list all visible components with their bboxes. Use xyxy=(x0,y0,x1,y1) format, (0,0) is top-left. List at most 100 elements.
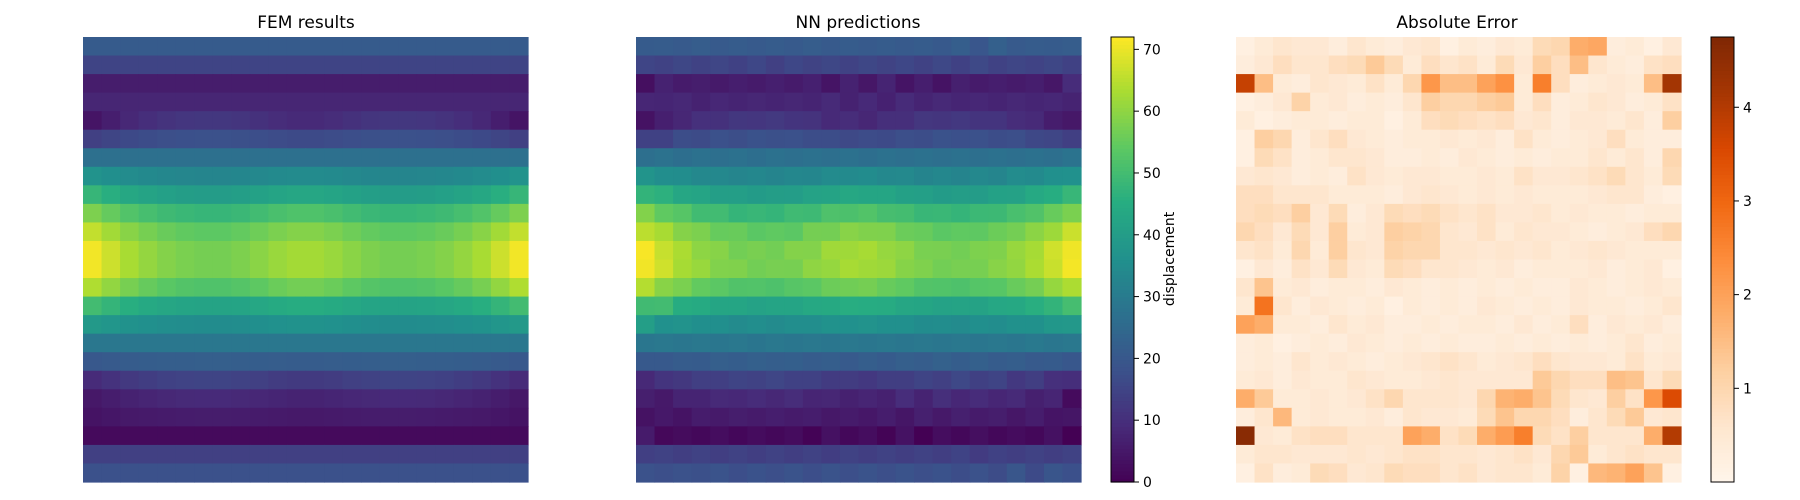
colorbar-segment xyxy=(1111,463,1134,468)
error-cell xyxy=(1310,370,1330,390)
error-cell xyxy=(1365,166,1385,186)
fem-cell xyxy=(175,166,195,186)
error-cell xyxy=(1532,92,1552,112)
nn-cell xyxy=(1006,463,1026,483)
nn-cell xyxy=(747,37,767,57)
error-cell xyxy=(1310,55,1330,75)
fem-cell xyxy=(416,74,436,94)
nn-cell xyxy=(1006,296,1026,316)
fem-results-panel: FEM results xyxy=(83,13,529,483)
fem-cell xyxy=(212,278,232,298)
fem-cell xyxy=(398,203,418,224)
error-cell xyxy=(1236,185,1256,205)
fem-cell xyxy=(416,315,436,335)
colorbar-segment xyxy=(1111,459,1134,465)
error-cell xyxy=(1347,444,1367,465)
error-cell xyxy=(1477,333,1497,353)
fem-cell xyxy=(472,444,492,465)
fem-cell xyxy=(138,240,158,261)
fem-cell xyxy=(249,370,270,390)
colorbar-segment xyxy=(1111,70,1134,75)
nn-cell xyxy=(1043,370,1064,390)
fem-cell xyxy=(490,370,511,390)
fem-cell xyxy=(138,296,158,316)
fem-cell xyxy=(175,185,195,205)
error-cell xyxy=(1625,426,1645,446)
error-cell xyxy=(1439,426,1460,446)
fem-cell xyxy=(212,129,232,149)
colorbar-segment xyxy=(1111,478,1134,483)
colorbar-segment xyxy=(1111,281,1134,287)
fem-cell xyxy=(435,352,455,372)
nn-cell xyxy=(636,166,656,186)
fem-cell xyxy=(157,278,177,298)
nn-cell xyxy=(1043,444,1064,465)
nn-cell xyxy=(747,129,767,149)
fem-cell xyxy=(231,463,251,483)
error-cell xyxy=(1254,111,1274,131)
error-cell xyxy=(1310,444,1330,465)
fem-cell xyxy=(157,55,177,75)
nn-cell xyxy=(802,370,823,390)
error-cell xyxy=(1532,389,1552,409)
fem-cell xyxy=(398,92,418,112)
nn-cell xyxy=(839,55,860,75)
fem-cell xyxy=(416,148,436,168)
nn-cell xyxy=(673,296,693,316)
fem-cell xyxy=(175,370,195,390)
nn-cell xyxy=(673,92,693,112)
nn-cell xyxy=(969,111,989,131)
nn-cell xyxy=(969,463,989,483)
error-cell xyxy=(1328,389,1348,409)
colorbar-segment xyxy=(1711,103,1734,109)
nn-cell xyxy=(728,278,748,298)
fem-cell xyxy=(305,352,325,372)
nn-cell xyxy=(1062,111,1082,131)
fem-cell xyxy=(472,389,492,409)
error-cell xyxy=(1458,407,1478,427)
error-cell xyxy=(1365,352,1385,372)
nn-cell xyxy=(1062,444,1082,465)
nn-cell xyxy=(747,148,767,168)
error-cell xyxy=(1365,74,1385,94)
error-cell xyxy=(1495,203,1515,224)
fem-cell xyxy=(157,370,177,390)
fem-cell xyxy=(490,352,511,372)
fem-cell xyxy=(120,203,140,224)
nn-cell xyxy=(969,444,989,465)
error-cell xyxy=(1365,389,1385,409)
nn-cell xyxy=(988,370,1008,390)
nn-cell xyxy=(654,129,674,149)
fem-cell xyxy=(435,166,455,186)
fem-cell xyxy=(342,37,362,57)
colorbar-segment xyxy=(1711,415,1734,420)
fem-cell xyxy=(157,166,177,186)
nn-cell xyxy=(784,74,804,94)
error-cell xyxy=(1643,37,1664,57)
error-cell xyxy=(1643,370,1664,390)
nn-cell xyxy=(914,444,934,465)
colorbar-tick-label: 4 xyxy=(1743,100,1752,116)
error-cell xyxy=(1606,444,1626,465)
error-cell xyxy=(1588,426,1608,446)
fem-cell xyxy=(120,444,140,465)
fem-cell xyxy=(324,407,344,427)
error-cell xyxy=(1365,129,1385,149)
nn-cell xyxy=(858,129,878,149)
fem-cell xyxy=(194,240,214,261)
error-cell xyxy=(1532,352,1552,372)
colorbar-segment xyxy=(1111,62,1134,68)
nn-cell xyxy=(802,426,823,446)
nn-cell xyxy=(821,74,841,94)
nn-cell xyxy=(784,129,804,149)
colorbar-segment xyxy=(1711,418,1734,424)
colorbar-segment xyxy=(1711,170,1734,175)
colorbar-segment xyxy=(1711,107,1734,112)
fem-cell xyxy=(342,74,362,94)
error-cell xyxy=(1662,407,1682,427)
error-cell xyxy=(1477,148,1497,168)
nn-cell xyxy=(784,463,804,483)
nn-cell xyxy=(914,222,934,242)
error-cell xyxy=(1402,444,1423,465)
nn-cell xyxy=(951,92,971,112)
